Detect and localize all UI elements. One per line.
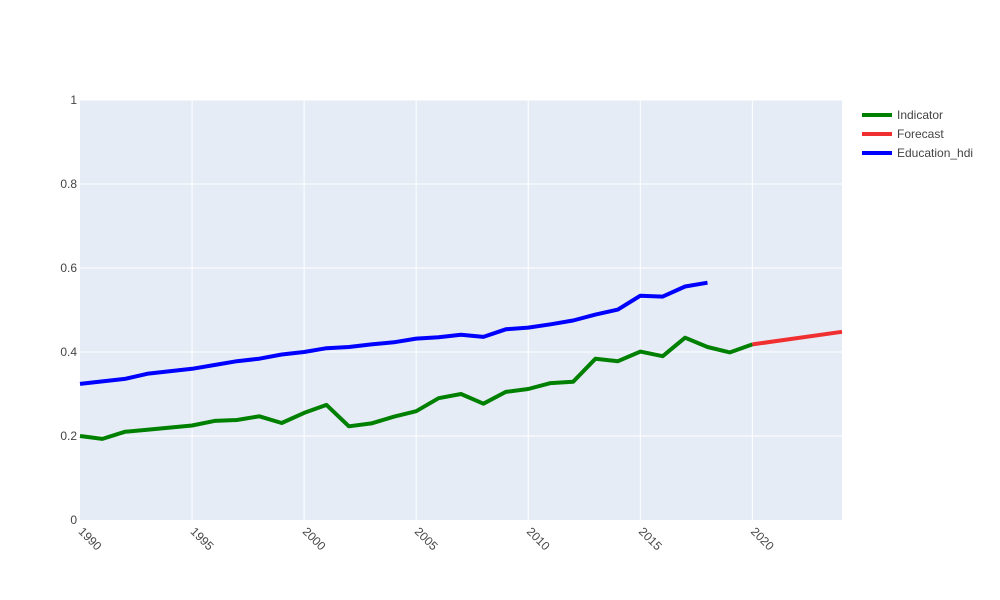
legend-label: Education_hdi [897,146,973,160]
legend-label: Indicator [897,108,943,122]
x-tick-label: 2015 [636,524,665,553]
x-tick-label: 1995 [188,524,217,553]
x-axis-ticks: 1990 1995 2000 2005 2010 2015 2020 [76,524,777,553]
legend-item-education-hdi[interactable]: Education_hdi [862,146,973,160]
y-tick-label: 0 [70,513,77,527]
y-axis-ticks: 0 0.2 0.4 0.6 0.8 1 [60,93,77,527]
y-tick-label: 0.4 [60,345,77,359]
legend[interactable]: Indicator Forecast Education_hdi [862,108,973,160]
plot-background [80,100,842,520]
x-tick-label: 2000 [300,524,329,553]
y-tick-label: 0.6 [60,261,77,275]
series-line-indicator[interactable] [79,335,754,441]
legend-item-indicator[interactable]: Indicator [862,108,943,122]
legend-label: Forecast [897,127,944,141]
y-tick-label: 1 [70,93,77,107]
series-line-education-hdi[interactable] [79,280,708,386]
x-tick-label: 2005 [412,524,441,553]
x-tick-label: 1990 [76,524,105,553]
legend-item-forecast[interactable]: Forecast [862,127,944,141]
y-tick-label: 0.2 [60,429,77,443]
x-tick-label: 2010 [524,524,553,553]
series-line-forecast[interactable] [752,329,843,347]
series-lines [79,280,843,441]
x-tick-label: 2020 [748,524,777,553]
gridlines [80,99,842,520]
y-tick-label: 0.8 [60,177,77,191]
